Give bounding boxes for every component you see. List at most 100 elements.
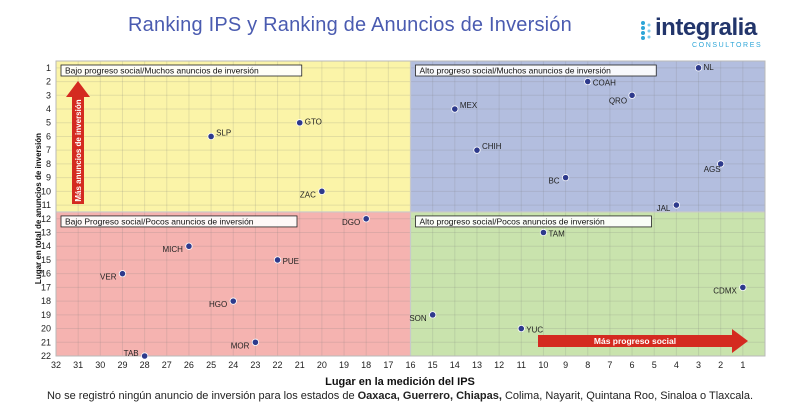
point-label-bc: BC: [548, 177, 559, 186]
footnote-bold-states: Oaxaca, Guerrero, Chiapas,: [357, 390, 502, 402]
plot-frame: [55, 60, 766, 357]
quadrant-label-box: [415, 215, 652, 228]
footnote-suffix: Colima, Nayarit, Quintana Roo, Sinaloa o…: [501, 390, 754, 402]
y-tick-label: 17: [41, 282, 51, 292]
y-tick-label: 8: [46, 159, 51, 169]
point-label-mex: MEX: [460, 101, 478, 110]
integralia-logo: integralia CONSULTORES: [640, 14, 790, 54]
x-tick-label: 22: [273, 360, 283, 370]
quadrant-label-box: [415, 64, 657, 77]
quadrant-label-box: [60, 64, 303, 77]
quadrant-label-top-right: Alto progreso social/Muchos anuncios de …: [420, 66, 612, 76]
point-label-gto: GTO: [305, 118, 322, 127]
data-point-qro: [628, 91, 636, 99]
data-point-jal: [672, 201, 680, 209]
y-tick-label: 5: [46, 118, 51, 128]
data-point-dgo: [362, 215, 370, 223]
data-point-gto: [296, 119, 304, 127]
y-tick-label: 14: [41, 241, 51, 251]
x-tick-label: 32: [51, 360, 61, 370]
y-tick-label: 3: [46, 90, 51, 100]
quadrant-label-box: [60, 215, 298, 228]
x-tick-label: 10: [538, 360, 548, 370]
data-point-bc: [561, 174, 570, 182]
y-tick-label: 13: [41, 228, 51, 238]
x-tick-label: 5: [652, 360, 657, 370]
quadrant-top-right: [410, 61, 765, 212]
point-label-ags: AGS: [704, 165, 721, 174]
y-tick-label: 22: [41, 351, 51, 361]
x-tick-label: 14: [450, 360, 460, 370]
chart-title: Ranking IPS y Ranking de Anuncios de Inv…: [128, 14, 572, 36]
scatter-chart: 32 31 30 29 28 27 26 25 24 23 22 21 20 19 18 17 16 15 14 13…: [34, 60, 766, 388]
x-tick-label: 18: [361, 360, 371, 370]
up-arrow-icon: [66, 81, 90, 204]
x-tick-label: 12: [494, 360, 504, 370]
quadrant-label-top-left: Bajo progreso social/Muchos anuncios de …: [65, 66, 259, 76]
x-tick-label: 3: [696, 360, 701, 370]
x-tick-label: 4: [674, 360, 679, 370]
point-label-qro: QRO: [609, 96, 627, 105]
data-point-tam: [539, 228, 548, 237]
quadrant-label-bottom-right: Alto progreso social/Pocos anuncios de i…: [420, 216, 605, 226]
y-tick-label: 19: [41, 310, 51, 320]
x-tick-label: 13: [472, 360, 482, 370]
data-point-nl: [694, 64, 703, 72]
y-tick-label: 6: [46, 131, 51, 141]
data-point-coah: [584, 77, 592, 86]
x-tick-label: 11: [517, 360, 526, 370]
point-label-hgo: HGO: [209, 300, 227, 309]
point-label-chih: CHIH: [482, 142, 502, 151]
x-tick-label: 24: [228, 360, 238, 370]
x-tick-label: 20: [317, 360, 327, 370]
point-label-coah: COAH: [593, 79, 616, 88]
point-label-ver: VER: [100, 273, 117, 282]
x-tick-label: 27: [162, 360, 172, 370]
point-label-dgo: DGO: [342, 218, 360, 227]
point-label-cdmx: CDMX: [713, 286, 737, 295]
y-tick-label: 12: [41, 214, 51, 224]
point-label-zac: ZAC: [300, 190, 316, 199]
vertical-arrow-label: Más anuncios de inversión: [74, 99, 83, 201]
horizontal-arrow-label: Más progreso social: [594, 336, 676, 346]
x-tick-label: 15: [428, 360, 438, 370]
data-point-yuc: [517, 324, 525, 333]
point-label-slp: SLP: [216, 128, 231, 137]
x-tick-label: 19: [339, 360, 349, 370]
y-tick-label: 18: [41, 296, 51, 306]
data-point-mor: [251, 338, 260, 346]
data-point-chih: [473, 146, 481, 154]
y-tick-label: 9: [46, 173, 51, 183]
logo-name: integralia: [655, 14, 757, 41]
point-label-mich: MICH: [162, 245, 183, 254]
x-tick-label: 30: [95, 360, 105, 370]
y-tick-label: 4: [46, 104, 51, 114]
point-label-tam: TAM: [548, 230, 565, 239]
point-label-nl: NL: [704, 63, 715, 72]
y-axis-label: Lugar en total de anuncios de inversión: [34, 133, 43, 284]
x-tick-label: 28: [140, 360, 150, 370]
x-tick-label: 7: [607, 360, 612, 370]
point-label-son: SON: [409, 314, 427, 323]
y-tick-label: 16: [41, 269, 51, 279]
data-point-slp: [207, 132, 215, 141]
quadrant-top-left: [56, 61, 411, 212]
x-axis-label: Lugar en la medición del IPS: [325, 376, 475, 388]
point-label-yuc: YUC: [526, 326, 543, 335]
data-point-pue: [273, 256, 282, 264]
point-label-jal: JAL: [657, 204, 671, 213]
data-point-mich: [185, 242, 193, 250]
logo-subtitle: CONSULTORES: [692, 42, 763, 49]
y-tick-label: 2: [46, 77, 51, 87]
y-tick-label: 7: [46, 145, 51, 155]
footnote: No se registró ningún anuncio de inversi…: [0, 390, 800, 402]
right-arrow-icon: [538, 329, 748, 353]
x-tick-label: 31: [73, 360, 83, 370]
y-tick-label: 11: [42, 200, 51, 210]
x-tick-label: 23: [250, 360, 260, 370]
quadrant-bottom-right: [410, 211, 765, 356]
x-tick-label: 8: [585, 360, 590, 370]
x-tick-label: 25: [206, 360, 216, 370]
y-tick-label: 20: [41, 324, 51, 334]
point-label-pue: PUE: [283, 257, 299, 266]
